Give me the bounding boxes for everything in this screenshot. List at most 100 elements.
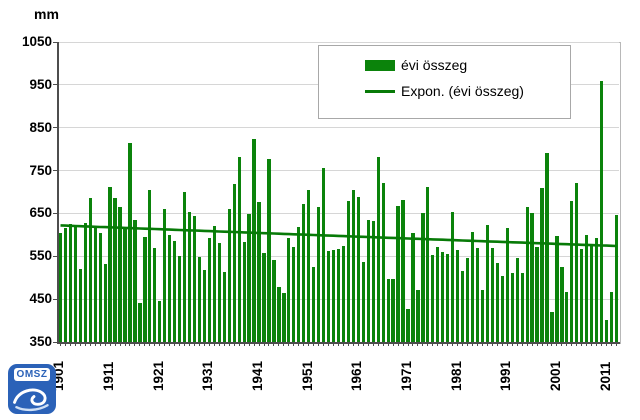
x-axis-tick [546, 342, 548, 346]
x-axis-tick [134, 342, 136, 346]
x-axis-tick [159, 342, 161, 346]
x-axis-tick [253, 342, 255, 346]
bar-1968 [391, 279, 395, 342]
x-tick-label: 2011 [597, 361, 613, 391]
bar-1969 [396, 205, 400, 342]
y-axis-tick [53, 255, 58, 257]
bar-2005 [575, 182, 579, 342]
line-swatch-icon [365, 89, 395, 93]
bar-2008 [590, 245, 594, 342]
x-axis-tick [551, 342, 553, 346]
x-axis-tick [149, 342, 151, 346]
x-axis-tick [223, 342, 225, 346]
x-axis-tick [576, 342, 578, 346]
x-axis-tick [486, 342, 488, 346]
bar-1950 [302, 204, 306, 342]
x-tick-label: 1951 [299, 360, 315, 391]
x-tick-label: 1971 [399, 360, 414, 391]
x-tick-label: 1991 [498, 360, 514, 391]
x-axis-tick [511, 342, 513, 346]
x-axis-tick [94, 342, 96, 346]
bar-1937 [237, 156, 241, 342]
x-axis-tick [477, 342, 478, 346]
omsz-logo: OMSZ [8, 364, 56, 414]
x-axis-tick [114, 342, 116, 346]
x-axis-tick [586, 342, 588, 346]
x-axis-tick [596, 342, 598, 346]
y-axis-tick [53, 212, 58, 214]
x-axis-tick [601, 342, 603, 346]
x-axis-tick [273, 342, 275, 346]
x-axis-tick [184, 342, 186, 346]
gridline [58, 212, 619, 214]
bar-1952 [312, 266, 316, 342]
x-axis-tick [69, 342, 71, 346]
x-axis-tick [412, 342, 414, 346]
legend-item-series: évi összeg [319, 52, 570, 78]
bar-1986 [480, 289, 485, 342]
x-axis-tick [89, 342, 91, 346]
x-axis-tick [347, 342, 349, 346]
bar-1910 [103, 263, 107, 342]
legend-series-label: évi összeg [401, 57, 468, 73]
x-axis-tick [298, 342, 300, 346]
x-axis-tick [472, 342, 474, 346]
bar-1928 [192, 215, 197, 342]
y-axis-line [57, 42, 59, 343]
x-axis-tick [417, 342, 419, 346]
bar-1940 [252, 139, 256, 342]
y-axis-tick [53, 341, 58, 343]
x-axis-tick [218, 342, 220, 346]
x-axis-tick [437, 342, 439, 346]
x-axis-tick [79, 342, 81, 346]
bar-1925 [177, 256, 182, 342]
x-axis-tick [129, 342, 131, 346]
bar-1963 [366, 219, 370, 342]
bar-1932 [212, 225, 216, 342]
bar-1996 [530, 212, 534, 342]
bar-1930 [202, 270, 207, 342]
y-tick-label: 1050 [21, 34, 52, 49]
bar-2012 [609, 291, 614, 342]
x-axis-tick [427, 342, 429, 346]
x-axis-tick [352, 342, 354, 346]
bar-1904 [73, 226, 77, 342]
bar-1918 [143, 237, 147, 342]
x-axis-tick [432, 342, 434, 346]
x-axis-tick [124, 342, 126, 346]
x-axis-tick [442, 342, 444, 346]
bar-1958 [341, 246, 346, 342]
legend-trend-label: Expon. (évi összeg) [401, 83, 524, 99]
x-axis-tick [258, 342, 260, 346]
x-axis-tick [164, 342, 166, 346]
gridline [58, 127, 619, 129]
x-axis-tick [278, 342, 280, 346]
bar-1922 [163, 209, 167, 342]
bar-1902 [63, 228, 68, 342]
bar-1916 [133, 219, 137, 342]
bar-1960 [351, 190, 356, 342]
x-axis-tick [174, 342, 176, 346]
bar-1956 [331, 250, 336, 342]
x-axis-tick [338, 342, 339, 346]
omsz-wave-icon [13, 388, 49, 412]
y-axis-unit-label: mm [34, 6, 59, 22]
gridline [58, 41, 619, 43]
x-axis-tick [84, 342, 86, 346]
x-axis-tick [382, 342, 384, 346]
bar-1951 [307, 190, 311, 342]
bar-1903 [68, 224, 73, 342]
bar-1909 [98, 232, 102, 342]
bar-1929 [197, 256, 202, 342]
x-axis-tick [233, 342, 235, 346]
bar-1917 [138, 303, 142, 342]
y-tick-label: 950 [29, 76, 52, 92]
x-axis-tick [397, 342, 399, 346]
bar-2006 [580, 249, 584, 342]
bar-1994 [520, 272, 524, 342]
bar-1944 [272, 260, 276, 342]
bar-1931 [207, 238, 212, 342]
x-axis-tick [467, 342, 469, 346]
omsz-logo-text: OMSZ [13, 368, 51, 381]
bar-1953 [317, 206, 321, 342]
